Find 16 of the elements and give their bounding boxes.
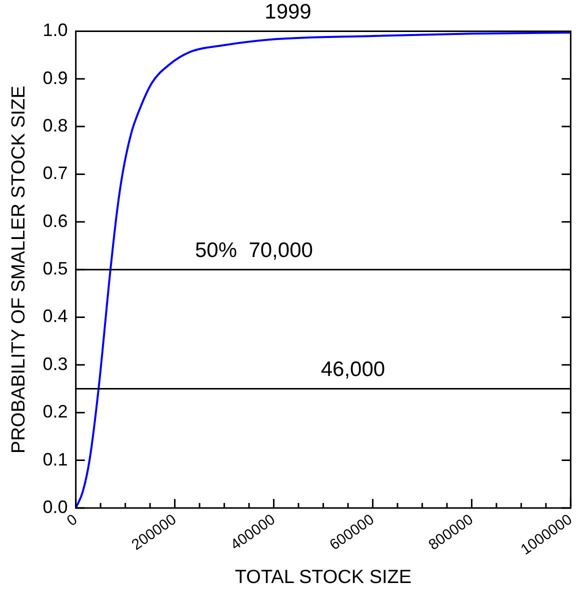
y-tick-label: 0.2	[42, 402, 68, 422]
y-tick-label: 0.1	[42, 449, 68, 470]
annotation: 50% 70,000	[195, 238, 313, 262]
annotation: 46,000	[320, 358, 386, 382]
y-tick-label: 0.9	[42, 68, 68, 88]
y-tick-label: 0.8	[42, 116, 68, 136]
x-axis-title: TOTAL STOCK SIZE	[234, 566, 412, 588]
y-tick-label: 0.3	[42, 354, 68, 374]
y-tick-label: 0.7	[42, 163, 68, 184]
y-tick-label: 0.4	[42, 306, 68, 326]
y-tick-label: 0.5	[42, 258, 68, 279]
y-tick-label: 0.0	[42, 496, 68, 517]
y-axis-title: PROBABILITY OF SMALLER STOCK SIZE	[8, 86, 30, 454]
y-tick-label: 1.0	[42, 20, 68, 40]
chart-title: 1999	[264, 0, 312, 24]
y-tick-label: 0.6	[42, 210, 68, 231]
